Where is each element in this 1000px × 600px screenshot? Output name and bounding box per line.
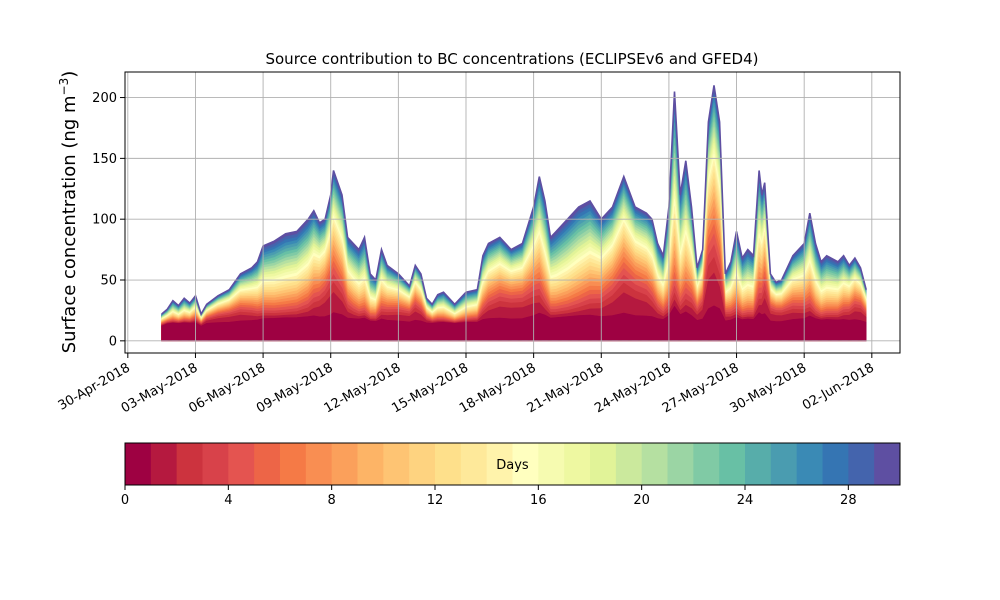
y-tick-label: 100 bbox=[92, 213, 117, 228]
y-axis-label-close: ) bbox=[59, 71, 80, 78]
colorbar-segment bbox=[822, 443, 849, 485]
colorbar-segment bbox=[357, 443, 384, 485]
area-bands bbox=[161, 85, 867, 342]
colorbar-segment bbox=[409, 443, 436, 485]
colorbar-segment bbox=[435, 443, 462, 485]
colorbar-segment bbox=[641, 443, 668, 485]
colorbar-segment bbox=[176, 443, 203, 485]
colorbar-segment bbox=[125, 443, 152, 485]
colorbar-segment bbox=[719, 443, 746, 485]
grid bbox=[125, 72, 900, 353]
colorbar-segment bbox=[615, 443, 643, 485]
colorbar-segment bbox=[512, 443, 539, 485]
colorbar-tick-label: 28 bbox=[840, 493, 857, 508]
colorbar-segment bbox=[693, 443, 720, 485]
colorbar-segment bbox=[331, 443, 358, 485]
area-band-day-0 bbox=[161, 305, 867, 342]
colorbar-segment bbox=[564, 443, 591, 485]
colorbar-segment bbox=[745, 443, 772, 485]
y-axis-label: Surface concentration (ng m−3) bbox=[57, 71, 80, 354]
y-tick-label: 0 bbox=[109, 334, 117, 349]
colorbar-segment bbox=[770, 443, 798, 485]
colorbar-tick-label: 24 bbox=[737, 493, 754, 508]
colorbar-tick-label: 4 bbox=[224, 493, 232, 508]
colorbar-segment bbox=[228, 443, 255, 485]
y-axis-label-exponent: −3 bbox=[57, 78, 71, 96]
x-tick-label: 30-May-2018 bbox=[728, 360, 810, 416]
y-tick-label: 200 bbox=[92, 91, 117, 106]
colorbar-segment bbox=[305, 443, 333, 485]
y-tick-label: 150 bbox=[92, 152, 117, 167]
colorbar-segment bbox=[796, 443, 823, 485]
colorbar-tick-label: 12 bbox=[427, 493, 444, 508]
plot-frame bbox=[124, 71, 901, 354]
y-tick-label: 50 bbox=[100, 274, 117, 289]
colorbar-segment bbox=[383, 443, 410, 485]
colorbar-segment bbox=[254, 443, 281, 485]
plot-area: 05010015020030-Apr-201803-May-201806-May… bbox=[56, 71, 901, 416]
colorbar-tick-label: 8 bbox=[328, 493, 336, 508]
colorbar-frame bbox=[124, 442, 901, 486]
colorbar-segment bbox=[460, 443, 488, 485]
chart-title: Source contribution to BC concentrations… bbox=[265, 50, 758, 68]
colorbar-label: Days bbox=[496, 458, 529, 473]
y-axis-label-text: Surface concentration (ng m bbox=[59, 95, 80, 353]
colorbar-segment bbox=[486, 443, 513, 485]
colorbar-tick-label: 20 bbox=[633, 493, 650, 508]
colorbar-segment bbox=[874, 443, 901, 485]
x-tick-label: 02-Jun-2018 bbox=[800, 360, 877, 413]
colorbar-segment bbox=[667, 443, 694, 485]
colorbar-tick-label: 16 bbox=[530, 493, 547, 508]
colorbar-segment bbox=[280, 443, 307, 485]
colorbar: Days 0 4 8 12 16 20 24 28 bbox=[121, 442, 901, 508]
colorbar-segment bbox=[590, 443, 617, 485]
colorbar-tick-label: 0 bbox=[121, 493, 129, 508]
colorbar-segment bbox=[202, 443, 229, 485]
colorbar-segment bbox=[848, 443, 875, 485]
colorbar-segment bbox=[538, 443, 565, 485]
colorbar-segment bbox=[150, 443, 178, 485]
